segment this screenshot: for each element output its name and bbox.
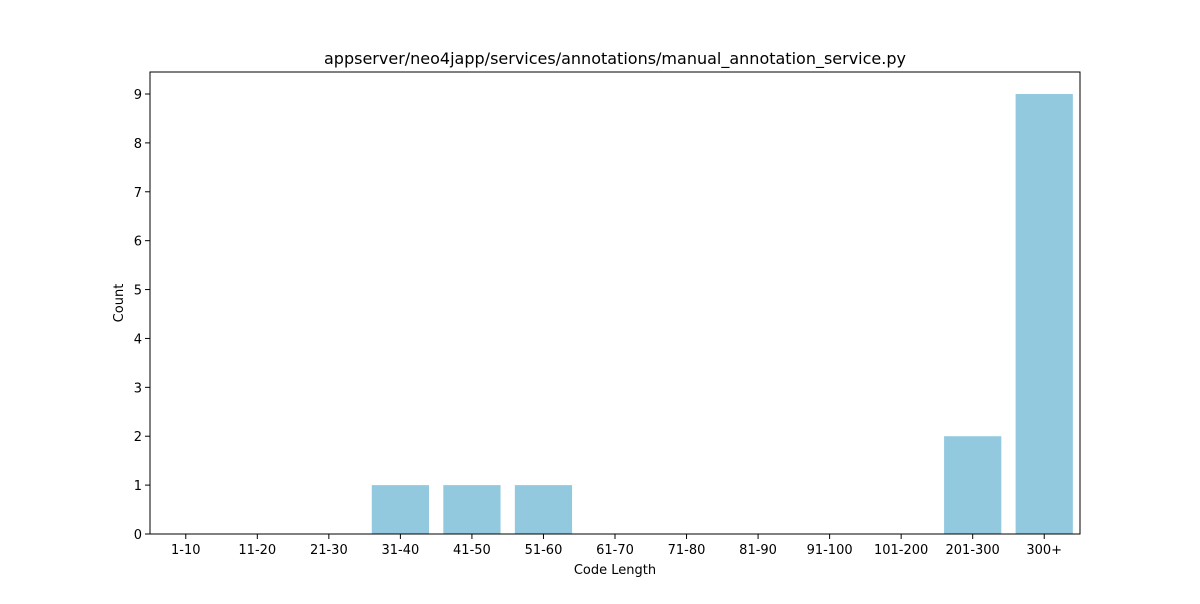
bar-41-50 bbox=[443, 485, 501, 534]
y-axis-ticks: 0 1 2 3 4 5 6 7 8 9 bbox=[134, 88, 150, 543]
chart-title: appserver/neo4japp/services/annotations/… bbox=[324, 49, 906, 69]
bars-group bbox=[371, 94, 1073, 534]
x-tick-label: 41-50 bbox=[453, 543, 491, 558]
y-tick-label: 2 bbox=[134, 430, 142, 445]
x-tick-label: 81-90 bbox=[739, 543, 777, 558]
y-axis-label: Count bbox=[112, 284, 127, 323]
x-tick-label: 300+ bbox=[1026, 543, 1062, 558]
x-tick-label: 31-40 bbox=[381, 543, 419, 558]
y-tick-label: 8 bbox=[134, 137, 142, 152]
y-tick-label: 5 bbox=[134, 284, 142, 299]
plot-frame bbox=[149, 71, 1081, 535]
x-tick-label: 1-10 bbox=[171, 543, 201, 558]
x-tick-label: 91-100 bbox=[807, 543, 853, 558]
y-tick-label: 9 bbox=[134, 88, 142, 103]
x-tick-label: 51-60 bbox=[525, 543, 563, 558]
y-tick-label: 0 bbox=[134, 528, 142, 543]
x-tick-label: 61-70 bbox=[596, 543, 634, 558]
x-tick-label: 11-20 bbox=[238, 543, 276, 558]
y-tick-label: 1 bbox=[134, 479, 142, 494]
y-tick-label: 7 bbox=[134, 186, 142, 201]
x-axis-ticks: 1-10 11-20 21-30 31-40 41-50 51-60 61-70 71-80 8… bbox=[171, 534, 1062, 558]
x-axis-label: Code Length bbox=[574, 563, 656, 578]
x-tick-label: 201-300 bbox=[946, 543, 1000, 558]
bar-31-40 bbox=[371, 485, 429, 534]
y-tick-label: 3 bbox=[134, 381, 142, 396]
x-tick-label: 71-80 bbox=[668, 543, 706, 558]
bar-51-60 bbox=[514, 485, 573, 534]
x-tick-label: 21-30 bbox=[310, 543, 348, 558]
y-tick-label: 6 bbox=[134, 235, 142, 250]
y-tick-label: 4 bbox=[134, 332, 142, 347]
x-tick-label: 101-200 bbox=[874, 543, 928, 558]
bar-300+ bbox=[1015, 94, 1073, 534]
bar-201-300 bbox=[944, 436, 1002, 534]
